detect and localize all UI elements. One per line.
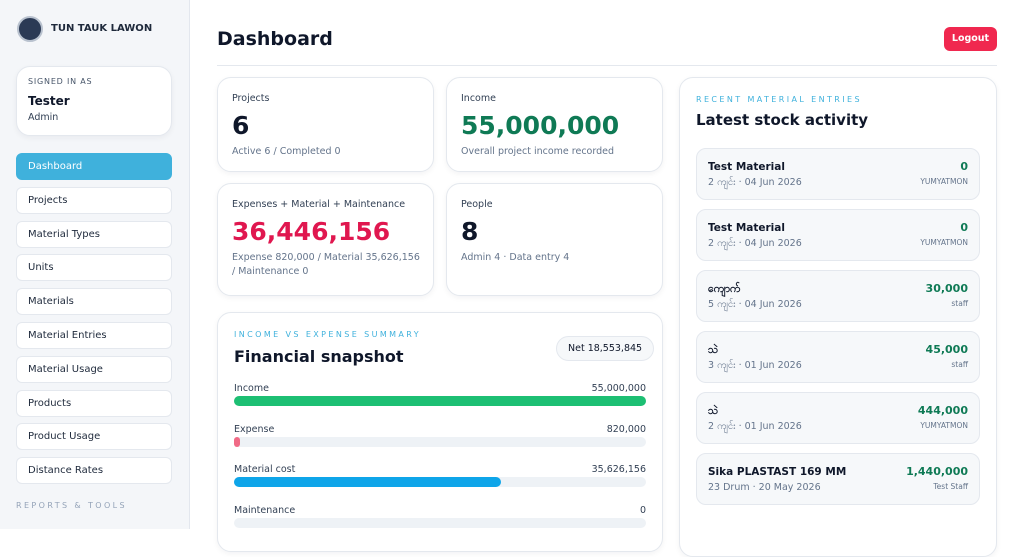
stat-value: 55,000,000 [461, 111, 620, 140]
nav-item[interactable]: Material Entries [16, 322, 172, 349]
recent-card: RECENT MATERIAL ENTRIES Latest stock act… [679, 77, 997, 557]
row-label: Material cost [234, 464, 296, 475]
stat-note: Overall project income recorded [461, 146, 614, 157]
stat-card: Projects 6 Active 6 / Completed 0 [217, 77, 434, 172]
user-card: SIGNED IN AS Tester Admin [16, 66, 172, 136]
entry-name: Test Material [708, 222, 785, 234]
entry-amount: 444,000 [917, 404, 968, 417]
entry-name: သဲ [708, 344, 719, 356]
entry-detail: 3 ကျင်း · 01 Jun 2026 [708, 360, 802, 371]
bar [234, 477, 501, 487]
bar-track [234, 517, 646, 528]
page: TUN TAUK LAWON SIGNED IN AS Tester Admin… [0, 0, 997, 557]
stat-value: 36,446,156 [232, 217, 391, 246]
page-title: Dashboard [217, 28, 333, 50]
stat-card: Expenses + Material + Maintenance 36,446,… [217, 183, 434, 296]
entry-amount: 30,000 [925, 282, 968, 295]
nav-item[interactable]: Material Usage [16, 355, 172, 383]
entry-name: Sika PLASTAST 169 MM [708, 466, 847, 478]
nav-item[interactable]: Materials [16, 288, 172, 316]
card-title: Financial snapshot [234, 347, 404, 366]
stat-card: Income 55,000,000 Overall project income r… [446, 77, 663, 172]
entry-name: သဲ [708, 405, 719, 417]
eyebrow: INCOME VS EXPENSE SUMMARY [234, 330, 422, 339]
eyebrow: RECENT MATERIAL ENTRIES [696, 95, 862, 104]
row-value: 55,000,000 [591, 383, 646, 394]
signed-in-label: SIGNED IN AS [28, 77, 93, 86]
entry-by: YUMYATMON [920, 421, 968, 430]
row-value: 35,626,156 [591, 464, 646, 475]
sidebar: TUN TAUK LAWON SIGNED IN AS Tester Admin… [0, 0, 190, 529]
entry-amount: 0 [960, 160, 968, 173]
stat-label: Expenses + Material + Maintenance [232, 199, 406, 210]
entry-detail: 5 ကျင်း · 04 Jun 2026 [708, 299, 802, 310]
entry-by: YUMYATMON [920, 238, 968, 247]
bar-track [234, 477, 646, 487]
stat-label: Projects [232, 93, 270, 104]
card-title: Latest stock activity [696, 111, 869, 129]
bar [234, 396, 646, 406]
entry: Test Material 2 ကျင်း · 04 Jun 2026 0 YUMYA… [696, 209, 980, 261]
entry: သဲ 2 ကျင်း · 01 Jun 2026 444,000 YUMYATMON [696, 392, 980, 444]
user-name: Tester [28, 94, 70, 108]
entry: ကျောက် 5 ကျင်း · 04 Jun 2026 30,000 staff [696, 270, 980, 322]
section-label: REPORTS & TOOLS [16, 501, 128, 510]
bar-track [234, 436, 646, 447]
logout-button[interactable]: Logout [944, 27, 997, 51]
nav-item[interactable]: Units [16, 254, 172, 282]
entry-by: staff [951, 360, 968, 369]
row-label: Maintenance [234, 504, 296, 516]
divider [217, 65, 997, 66]
snapshot-card: INCOME VS EXPENSE SUMMARY Financial snap… [217, 312, 663, 552]
nav-item[interactable]: Projects [16, 186, 172, 214]
entry-amount: 0 [960, 221, 968, 234]
net-badge: Net 18,553,845 [556, 336, 655, 361]
stat-value: 8 [461, 217, 479, 246]
entry: Sika PLASTAST 169 MM 23 Drum · 20 May 202… [696, 453, 980, 505]
bar-track [234, 396, 646, 406]
entry-detail: 2 ကျင်း · 04 Jun 2026 [708, 238, 802, 249]
entry-name: Test Material [708, 161, 785, 173]
nav-item[interactable]: Material Types [16, 220, 172, 248]
entry-detail: 23 Drum · 20 May 2026 [708, 482, 821, 493]
entry-detail: 2 ကျင်း · 04 Jun 2026 [708, 177, 802, 188]
entry-by: staff [951, 299, 968, 308]
row-value: 0 [639, 504, 646, 516]
entry-name: ကျောက် [708, 283, 741, 295]
entry-amount: 1,440,000 [906, 465, 968, 478]
stat-label: Income [461, 93, 496, 104]
stat-note: Admin 4 · Data entry 4 [461, 252, 570, 263]
nav-item[interactable]: Dashboard [16, 153, 172, 180]
stat-note: Active 6 / Completed 0 [232, 146, 341, 157]
entry-by: YUMYATMON [920, 177, 968, 186]
nav-item[interactable]: Distance Rates [16, 457, 172, 485]
nav-item[interactable]: Product Usage [16, 423, 172, 451]
entry: သဲ 3 ကျင်း · 01 Jun 2026 45,000 staff [696, 331, 980, 383]
entry-by: Test Staff [933, 482, 968, 491]
entry: Test Material 2 ကျင်း · 04 Jun 2026 0 YUMYA… [696, 148, 980, 200]
stat-card: People 8 Admin 4 · Data entry 4 [446, 183, 663, 296]
bar [234, 436, 241, 447]
nav-item[interactable]: Products [16, 389, 172, 417]
entry-detail: 2 ကျင်း · 01 Jun 2026 [708, 421, 802, 432]
row-label: Income [234, 383, 269, 394]
logo [17, 16, 43, 42]
user-role: Admin [28, 112, 59, 123]
entry-amount: 45,000 [925, 343, 968, 356]
row-label: Expense [234, 423, 275, 435]
row-value: 820,000 [606, 423, 646, 435]
stat-value: 6 [232, 111, 250, 140]
stat-label: People [461, 199, 493, 210]
stat-note: Expense 820,000 / Material 35,626,156 / … [232, 252, 420, 277]
brand: TUN TAUK LAWON [51, 23, 153, 34]
